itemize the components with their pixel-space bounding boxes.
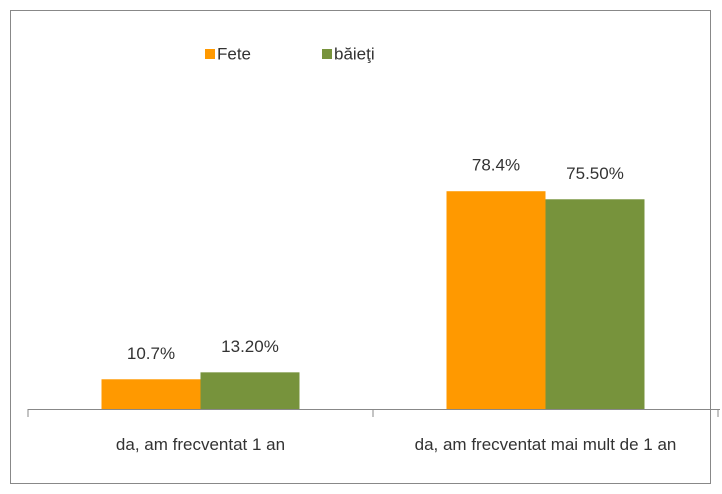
x-tick-label: da, am frecventat mai mult de 1 an [414,435,677,454]
bar [200,372,300,409]
x-tick-label: da, am frecventat 1 an [115,435,286,454]
chart-border [10,10,711,484]
bar [545,199,645,409]
bar [446,191,546,409]
legend-label: băieţi [334,44,375,63]
data-label: 75.50% [566,164,624,183]
legend-swatch [322,49,332,59]
legend-label: Fete [217,44,251,63]
data-label: 13.20% [221,337,279,356]
bar [101,379,201,409]
data-label: 10.7% [127,344,175,363]
legend-swatch [205,49,215,59]
data-label: 78.4% [472,156,520,175]
